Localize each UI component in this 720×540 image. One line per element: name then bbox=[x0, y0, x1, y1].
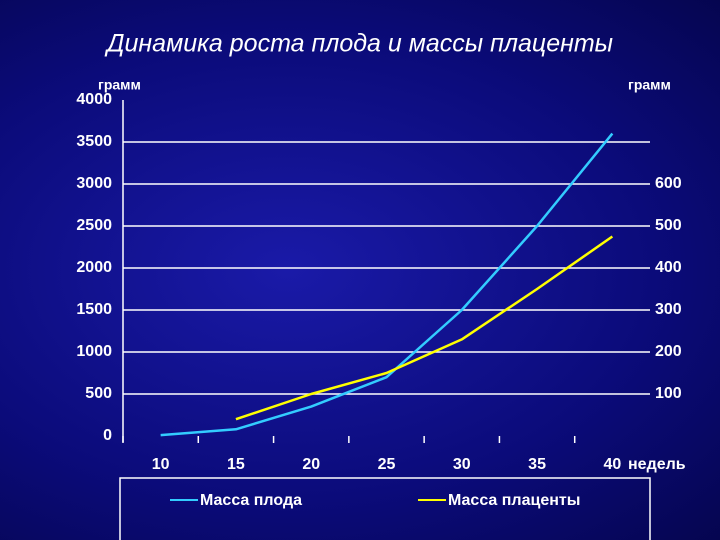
y-tick-label: 1500 bbox=[76, 301, 112, 318]
y2-axis-label: грамм bbox=[628, 77, 671, 93]
y2-tick-label: 400 bbox=[655, 259, 682, 276]
y2-tick-label: 600 bbox=[655, 175, 682, 192]
y2-tick-label: 500 bbox=[655, 217, 682, 234]
y-tick-label: 500 bbox=[85, 385, 112, 402]
y2-tick-label: 100 bbox=[655, 385, 682, 402]
x-tick-label: 20 bbox=[302, 456, 320, 473]
x-tick-label: 25 bbox=[378, 456, 396, 473]
chart-title: Динамика роста плода и массы плаценты bbox=[104, 30, 613, 58]
y-tick-label: 2000 bbox=[76, 259, 112, 276]
series-line bbox=[160, 132, 614, 437]
x-tick-label: 35 bbox=[528, 456, 546, 473]
x-tick-label: 15 bbox=[227, 456, 245, 473]
legend-box bbox=[119, 477, 651, 540]
x-axis-label: недель bbox=[628, 456, 686, 473]
y2-tick-label: 200 bbox=[655, 343, 682, 360]
x-tick-label: 40 bbox=[603, 456, 621, 473]
y-tick-label: 0 bbox=[103, 427, 112, 444]
y-axis-label: грамм bbox=[98, 77, 141, 93]
y-tick-label: 3500 bbox=[76, 133, 112, 150]
y-tick-label: 3000 bbox=[76, 175, 112, 192]
y-tick-label: 4000 bbox=[76, 91, 112, 108]
x-tick-label: 10 bbox=[152, 456, 170, 473]
x-tick-label: 30 bbox=[453, 456, 471, 473]
legend-label: Масса плода bbox=[200, 492, 302, 509]
legend-label: Масса плаценты bbox=[448, 492, 580, 509]
series-line bbox=[235, 235, 614, 421]
y2-tick-label: 300 bbox=[655, 301, 682, 318]
y-tick-label: 1000 bbox=[76, 343, 112, 360]
y-tick-label: 2500 bbox=[76, 217, 112, 234]
